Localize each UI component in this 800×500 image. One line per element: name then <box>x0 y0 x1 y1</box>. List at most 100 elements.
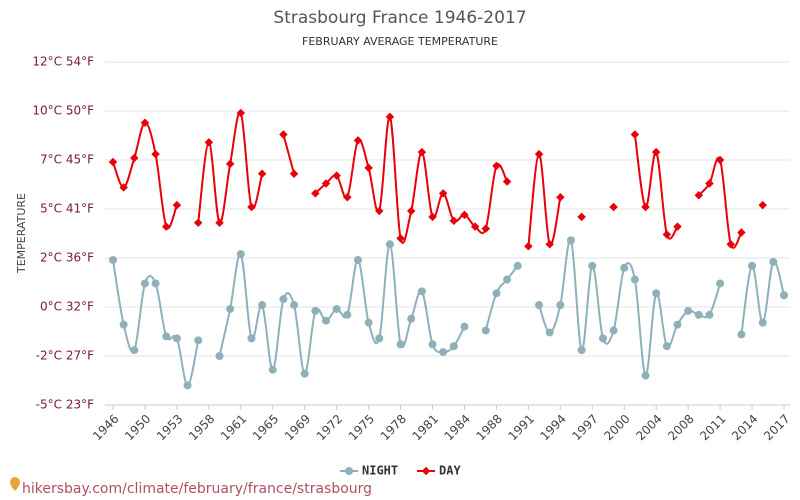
point <box>204 138 214 147</box>
y-tick-label: 10°C 50°F <box>32 104 94 118</box>
point <box>162 332 171 341</box>
point <box>609 326 618 335</box>
point <box>439 348 448 357</box>
legend-label: DAY <box>439 464 461 478</box>
point <box>172 200 182 210</box>
point <box>577 346 586 355</box>
y-tick-label: 2°C 36°F <box>40 251 94 265</box>
point <box>407 314 416 323</box>
source: hikersbay.com/climate/february/france/st… <box>22 481 372 497</box>
x-tick-label: 1984 <box>442 412 473 443</box>
point <box>193 218 203 227</box>
point <box>758 200 767 210</box>
point <box>460 322 469 331</box>
point <box>417 147 427 157</box>
point <box>577 212 586 222</box>
point <box>492 289 501 298</box>
x-tick-label: 2008 <box>665 412 696 443</box>
y-tick-label: 12°C 54°F <box>32 55 94 69</box>
x-tick-label: 1958 <box>186 412 217 443</box>
x-tick-label: 1981 <box>410 412 441 443</box>
x-tick-label: 1953 <box>154 412 185 443</box>
point <box>460 210 469 220</box>
point <box>343 310 352 319</box>
legend-marker <box>421 466 431 476</box>
point <box>215 352 224 360</box>
point <box>236 108 246 118</box>
point <box>748 261 757 270</box>
y-axis-label: TEMPERATURE <box>15 193 28 274</box>
x-tick-label: 2000 <box>601 412 632 443</box>
point <box>396 234 405 243</box>
point <box>417 287 426 296</box>
point <box>556 192 565 202</box>
x-tick-label: 1969 <box>282 412 313 443</box>
x-tick-label: 2017 <box>761 412 792 443</box>
point <box>492 161 501 171</box>
point <box>556 301 565 310</box>
pin-icon <box>10 477 20 491</box>
point <box>130 153 139 163</box>
point <box>641 371 650 380</box>
point <box>268 365 277 374</box>
point <box>130 346 139 355</box>
point <box>151 149 160 159</box>
point <box>343 192 352 202</box>
point <box>353 255 362 264</box>
point <box>588 261 597 270</box>
x-tick-label: 1991 <box>505 412 536 443</box>
x-tick-label: 1965 <box>250 412 281 443</box>
y-tick-label: -2°C 27°F <box>36 349 94 363</box>
point <box>737 330 746 339</box>
point <box>332 304 341 313</box>
point <box>258 301 267 310</box>
x-tick-label: 1975 <box>346 412 377 443</box>
x-tick-label: 1997 <box>569 412 600 443</box>
point <box>503 275 512 284</box>
point <box>140 118 150 128</box>
point <box>140 279 149 288</box>
point <box>598 334 607 343</box>
x-tick-label: 1946 <box>90 412 121 443</box>
point <box>715 155 725 165</box>
x-tick-label: 1994 <box>537 412 568 443</box>
point <box>545 328 554 337</box>
point <box>119 320 128 329</box>
point <box>428 340 437 349</box>
point <box>630 275 639 284</box>
point <box>225 159 235 169</box>
point <box>513 261 522 270</box>
point <box>705 310 714 319</box>
x-tick-label: 2014 <box>729 412 760 443</box>
point <box>172 334 181 343</box>
point <box>630 130 640 139</box>
legend-label: NIGHT <box>362 464 398 478</box>
point <box>385 240 394 249</box>
point <box>247 334 256 343</box>
point <box>279 130 288 139</box>
point <box>247 202 256 212</box>
point <box>780 291 788 300</box>
y-tick-label: 5°C 41°F <box>40 202 94 216</box>
point <box>481 326 490 335</box>
point <box>673 320 682 329</box>
point <box>375 206 384 216</box>
point <box>322 316 331 325</box>
point <box>290 301 299 310</box>
point <box>279 295 288 304</box>
point <box>769 257 778 266</box>
x-tick-label: 2011 <box>697 412 728 443</box>
point <box>758 318 767 327</box>
point <box>406 206 416 216</box>
point <box>364 163 373 173</box>
point <box>289 169 299 178</box>
point <box>300 369 309 378</box>
point <box>257 169 267 178</box>
point <box>108 157 118 167</box>
y-tick-label: 7°C 45°F <box>40 153 94 167</box>
point <box>535 301 544 310</box>
point <box>481 224 491 233</box>
point <box>470 222 480 231</box>
point <box>694 310 703 319</box>
